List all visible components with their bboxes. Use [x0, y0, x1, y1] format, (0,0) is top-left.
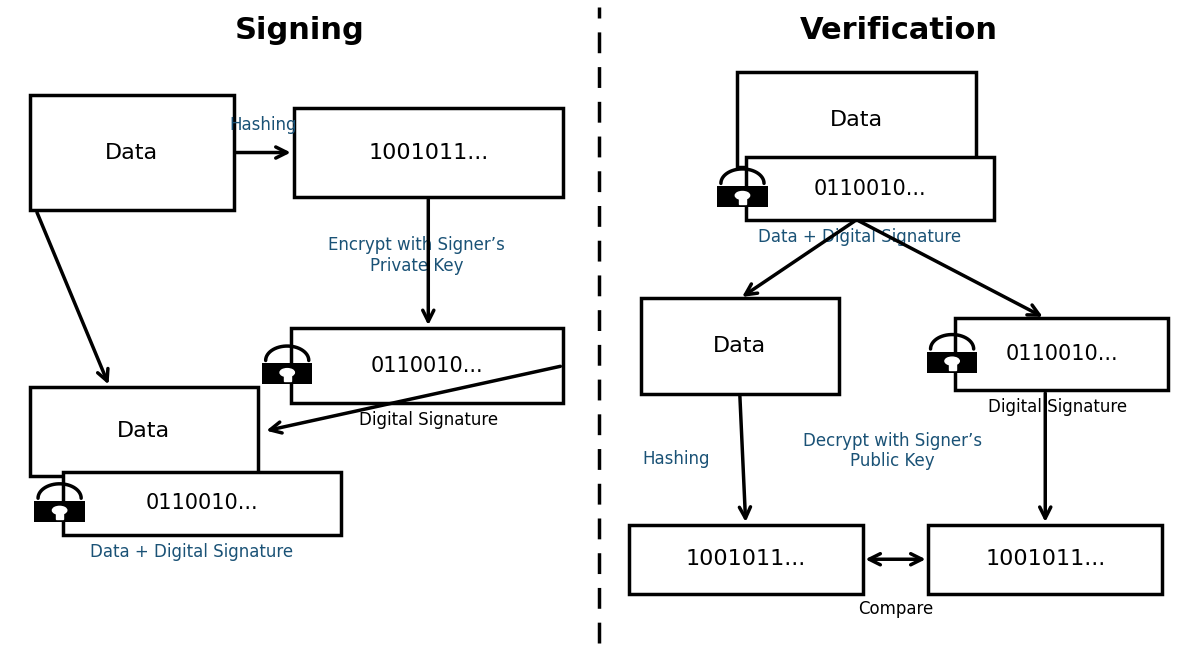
Text: Digital Signature: Digital Signature: [358, 411, 498, 429]
Text: 1001011...: 1001011...: [985, 549, 1106, 569]
Bar: [63, 472, 341, 535]
Text: Data: Data: [713, 336, 767, 356]
Bar: [737, 72, 976, 167]
Text: Data + Digital Signature: Data + Digital Signature: [758, 228, 961, 245]
Text: Data: Data: [117, 421, 170, 441]
Text: Data: Data: [830, 110, 883, 130]
Text: Encrypt with Signer’s
Private Key: Encrypt with Signer’s Private Key: [328, 236, 504, 276]
Bar: [739, 197, 746, 204]
Text: 1001011...: 1001011...: [685, 549, 806, 569]
Circle shape: [53, 506, 67, 514]
Bar: [284, 375, 291, 381]
Text: Hashing: Hashing: [642, 450, 709, 468]
Bar: [949, 363, 956, 369]
Bar: [641, 298, 839, 394]
Bar: [927, 352, 978, 373]
Bar: [956, 318, 1168, 390]
Text: Data + Digital Signature: Data + Digital Signature: [90, 543, 294, 560]
Bar: [745, 157, 994, 220]
Text: Data: Data: [105, 142, 158, 163]
Bar: [718, 186, 768, 207]
Bar: [30, 387, 258, 476]
Circle shape: [945, 357, 960, 365]
Bar: [294, 108, 563, 197]
Text: 0110010...: 0110010...: [813, 178, 926, 199]
Text: Signing: Signing: [235, 16, 364, 45]
Text: Digital Signature: Digital Signature: [987, 398, 1127, 416]
Circle shape: [736, 192, 750, 199]
Text: Verification: Verification: [799, 16, 998, 45]
Text: 0110010...: 0110010...: [370, 356, 483, 376]
Text: 1001011...: 1001011...: [368, 142, 489, 163]
Bar: [35, 501, 85, 522]
Bar: [290, 328, 563, 403]
Text: Decrypt with Signer’s
Public Key: Decrypt with Signer’s Public Key: [803, 432, 982, 470]
Circle shape: [280, 369, 295, 377]
Bar: [56, 512, 63, 519]
Bar: [629, 525, 863, 594]
Text: 0110010...: 0110010...: [146, 493, 259, 514]
Text: 0110010...: 0110010...: [1005, 344, 1118, 364]
Bar: [262, 363, 313, 384]
Text: Hashing: Hashing: [230, 116, 297, 134]
Bar: [928, 525, 1162, 594]
Bar: [30, 95, 234, 210]
Text: Compare: Compare: [858, 600, 933, 618]
